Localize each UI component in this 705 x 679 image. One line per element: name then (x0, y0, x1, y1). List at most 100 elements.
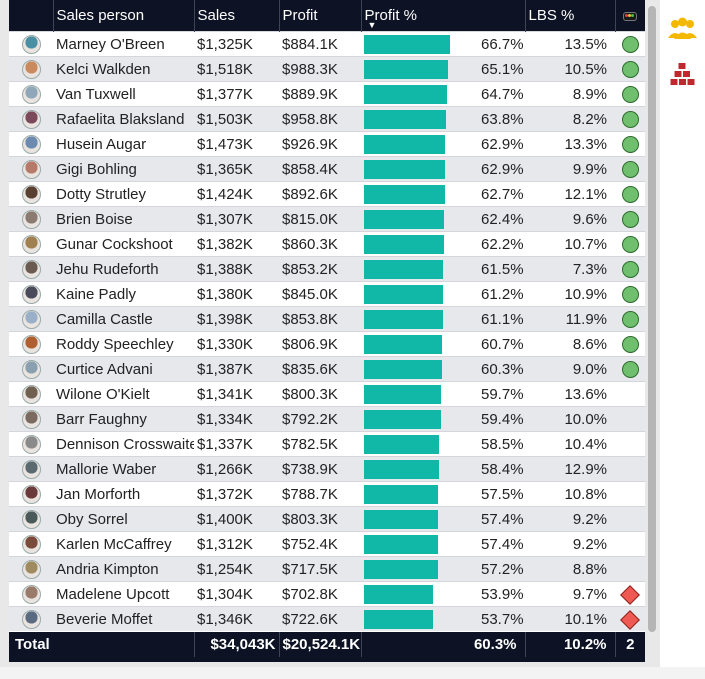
lbs-pct-cell: 7.3% (525, 256, 616, 282)
sales-person-cell: Beverie Moffet (53, 606, 194, 632)
avatar (21, 34, 41, 54)
profit-pct-bar-cell (361, 456, 478, 482)
table-row[interactable]: Dotty Strutley $1,424K $892.6K 62.7% 12.1% (9, 181, 645, 207)
profit-cell: $926.9K (279, 131, 361, 157)
profit-pct-bar (364, 384, 441, 404)
table-row[interactable]: Kaine Padly $1,380K $845.0K 61.2% 10.9% (9, 281, 645, 307)
avatar-cell (9, 181, 53, 207)
table-row[interactable]: Jehu Rudeforth $1,388K $853.2K 61.5% 7.3% (9, 256, 645, 282)
status-cell (615, 106, 645, 132)
sales-person-cell: Wilone O'Kielt (53, 381, 194, 407)
table-row[interactable]: Brien Boise $1,307K $815.0K 62.4% 9.6% (9, 206, 645, 232)
table-body: Marney O'Breen $1,325K $884.1K 66.7% 13.5% Ke… (9, 31, 645, 632)
table-row[interactable]: Oby Sorrel $1,400K $803.3K 57.4% 9.2% (9, 506, 645, 532)
table-row[interactable]: Kelci Walkden $1,518K $988.3K 65.1% 10.5% (9, 56, 645, 82)
table-row[interactable]: Husein Augar $1,473K $926.9K 62.9% 13.3% (9, 131, 645, 157)
profit-pct-cell: 61.2% (478, 281, 526, 307)
status-cell (615, 281, 645, 307)
table-row[interactable]: Gunar Cockshoot $1,382K $860.3K 62.2% 10.7% (9, 231, 645, 257)
table-row[interactable]: Wilone O'Kielt $1,341K $800.3K 59.7% 13.6% (9, 381, 645, 407)
header-status[interactable] (614, 0, 645, 32)
table-row[interactable]: Roddy Speechley $1,330K $806.9K 60.7% 8.6% (9, 331, 645, 357)
profit-pct-bar (364, 559, 438, 579)
sales-cell: $1,307K (194, 206, 279, 232)
profit-cell: $702.8K (279, 581, 361, 607)
profit-pct-bar-cell (361, 81, 478, 107)
profit-cell: $958.8K (279, 106, 361, 132)
people-panel-button[interactable] (660, 8, 705, 52)
header-sales-person[interactable]: Sales person (52, 0, 194, 32)
sales-cell: $1,337K (194, 431, 279, 457)
status-cell (615, 231, 645, 257)
profit-pct-bar (364, 59, 448, 79)
profit-pct-bar (364, 334, 443, 354)
sales-cell: $1,503K (194, 106, 279, 132)
status-green-circle-icon (621, 335, 639, 353)
avatar-cell (9, 256, 53, 282)
sales-cell: $1,325K (194, 31, 279, 57)
sales-cell: $1,341K (194, 381, 279, 407)
total-status-count: 2 (614, 631, 645, 657)
profit-cell: $858.4K (279, 156, 361, 182)
avatar (21, 459, 41, 479)
table-row[interactable]: Andria Kimpton $1,254K $717.5K 57.2% 8.8% (9, 556, 645, 582)
avatar-cell (9, 556, 53, 582)
sales-person-cell: Curtice Advani (53, 356, 194, 382)
sales-cell: $1,330K (194, 331, 279, 357)
sales-person-cell: Madelene Upcott (53, 581, 194, 607)
status-green-circle-icon (621, 235, 639, 253)
table-row[interactable]: Marney O'Breen $1,325K $884.1K 66.7% 13.5% (9, 31, 645, 57)
vertical-scrollbar[interactable] (648, 2, 656, 634)
profit-pct-cell: 63.8% (478, 106, 526, 132)
sales-cell: $1,377K (194, 81, 279, 107)
sales-table-visual[interactable]: Sales person Sales Profit Profit % ▼ LBS… (9, 0, 645, 662)
avatar-cell (9, 306, 53, 332)
sales-person-cell: Brien Boise (53, 206, 194, 232)
total-sales: $34,043K (193, 631, 279, 657)
lbs-pct-cell: 9.2% (525, 531, 616, 557)
sales-person-cell: Kaine Padly (53, 281, 194, 307)
avatar-cell (9, 331, 53, 357)
lbs-pct-cell: 9.0% (525, 356, 616, 382)
table-row[interactable]: Curtice Advani $1,387K $835.6K 60.3% 9.0% (9, 356, 645, 382)
pyramid-panel-button[interactable] (660, 52, 705, 96)
avatar (21, 59, 41, 79)
header-lbs-pct[interactable]: LBS % (524, 0, 616, 32)
profit-cell: $884.1K (279, 31, 361, 57)
avatar-cell (9, 156, 53, 182)
sales-cell: $1,304K (194, 581, 279, 607)
header-profit-pct[interactable]: Profit % ▼ (360, 0, 526, 32)
profit-pct-bar (364, 184, 445, 204)
table-row[interactable]: Karlen McCaffrey $1,312K $752.4K 57.4% 9.2% (9, 531, 645, 557)
header-sales[interactable]: Sales (193, 0, 279, 32)
table-row[interactable]: Van Tuxwell $1,377K $889.9K 64.7% 8.9% (9, 81, 645, 107)
sales-person-cell: Gigi Bohling (53, 156, 194, 182)
profit-pct-bar (364, 259, 444, 279)
status-cell (615, 531, 645, 557)
profit-pct-cell: 53.9% (478, 581, 526, 607)
scrollbar-thumb[interactable] (648, 6, 656, 632)
table-row[interactable]: Barr Faughny $1,334K $792.2K 59.4% 10.0% (9, 406, 645, 432)
table-row[interactable]: Madelene Upcott $1,304K $702.8K 53.9% 9.7% (9, 581, 645, 607)
profit-cell: $892.6K (279, 181, 361, 207)
avatar-cell (9, 606, 53, 632)
profit-pct-bar-cell (361, 381, 478, 407)
table-row[interactable]: Gigi Bohling $1,365K $858.4K 62.9% 9.9% (9, 156, 645, 182)
avatar (21, 559, 41, 579)
profit-pct-cell: 62.7% (478, 181, 526, 207)
status-cell (615, 456, 645, 482)
table-row[interactable]: Mallorie Waber $1,266K $738.9K 58.4% 12.9% (9, 456, 645, 482)
sales-person-cell: Barr Faughny (53, 406, 194, 432)
status-green-circle-icon (621, 110, 639, 128)
table-row[interactable]: Dennison Crosswaite $1,337K $782.5K 58.5% 10… (9, 431, 645, 457)
profit-pct-bar (364, 509, 438, 529)
profit-cell: $835.6K (279, 356, 361, 382)
table-row[interactable]: Jan Morforth $1,372K $788.7K 57.5% 10.8% (9, 481, 645, 507)
avatar (21, 234, 41, 254)
table-row[interactable]: Rafaelita Blaksland $1,503K $958.8K 63.8% 8.… (9, 106, 645, 132)
profit-pct-bar (364, 484, 439, 504)
table-row[interactable]: Beverie Moffet $1,346K $722.6K 53.7% 10.1% (9, 606, 645, 632)
profit-pct-bar-cell (361, 56, 478, 82)
header-profit[interactable]: Profit (278, 0, 361, 32)
table-row[interactable]: Camilla Castle $1,398K $853.8K 61.1% 11.9% (9, 306, 645, 332)
